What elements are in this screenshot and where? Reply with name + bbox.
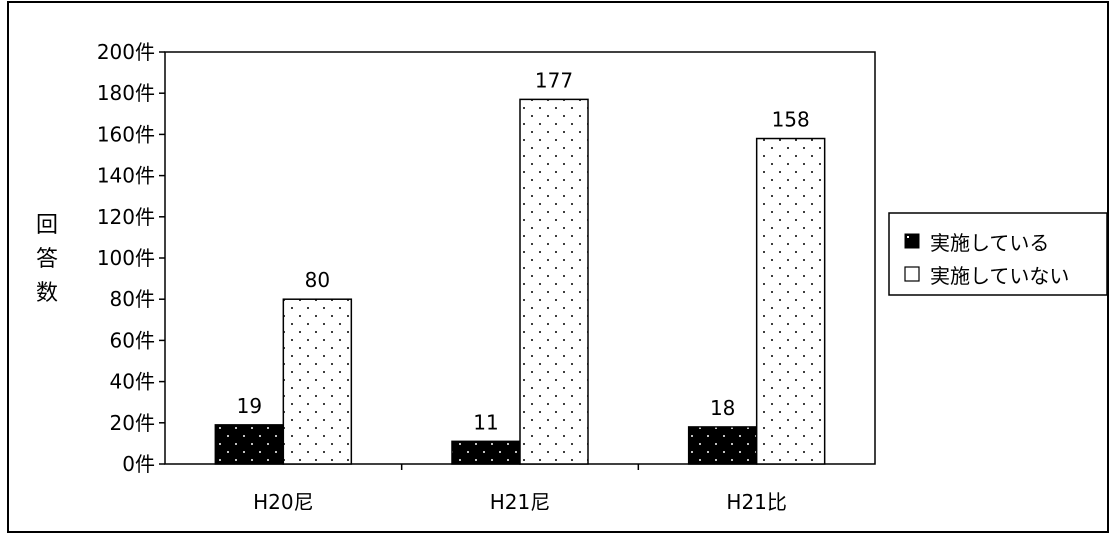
legend-label-implemented: 実施している (930, 231, 1049, 255)
data-label: 177 (535, 68, 573, 92)
y-tick-label: 160件 (97, 122, 155, 146)
data-label: 11 (473, 410, 498, 434)
y-tick-label: 20件 (110, 411, 155, 435)
bar-implemented (687, 426, 758, 465)
legend: 実施している 実施していない (888, 212, 1108, 296)
x-category-label: H21尼 (490, 490, 551, 514)
data-label: 158 (772, 108, 810, 132)
y-tick-label: 120件 (97, 205, 155, 229)
bar-implemented (451, 440, 521, 465)
y-axis-label: 回答数 (36, 213, 58, 306)
data-label: 18 (710, 396, 735, 420)
bar-implemented (214, 424, 285, 465)
y-tick-label: 140件 (97, 164, 155, 188)
y-tick-label: 200件 (97, 40, 155, 64)
y-tick-label: 60件 (110, 328, 155, 352)
bar-not-implemented (282, 298, 353, 465)
y-tick-label: 100件 (97, 246, 155, 270)
data-labels: 19 80 11 177 18 158 (237, 68, 810, 434)
x-category-label: H21比 (726, 490, 787, 514)
data-label: 80 (305, 268, 330, 292)
y-axis: 0件 20件 40件 60件 80件 100件 120件 140件 160件 180件 200件 (97, 40, 165, 476)
legend-swatch-not-implemented (904, 266, 920, 282)
y-axis-label-char: 答 (36, 247, 58, 272)
y-tick-label: 180件 (97, 81, 155, 105)
y-axis-label-char: 回 (36, 213, 58, 238)
bar-not-implemented (519, 98, 589, 465)
y-axis-label-char: 数 (36, 281, 58, 306)
bar-not-implemented (755, 137, 826, 465)
y-tick-label: 80件 (110, 287, 155, 311)
legend-label-not-implemented: 実施していない (930, 264, 1069, 288)
x-category-label: H20尼 (253, 490, 314, 514)
legend-box (888, 212, 1108, 296)
y-tick-label: 40件 (110, 370, 155, 394)
bars (214, 98, 826, 465)
data-label: 19 (237, 394, 262, 418)
y-tick-label: 0件 (122, 452, 155, 476)
x-axis: H20尼 H21尼 H21比 (253, 464, 787, 514)
